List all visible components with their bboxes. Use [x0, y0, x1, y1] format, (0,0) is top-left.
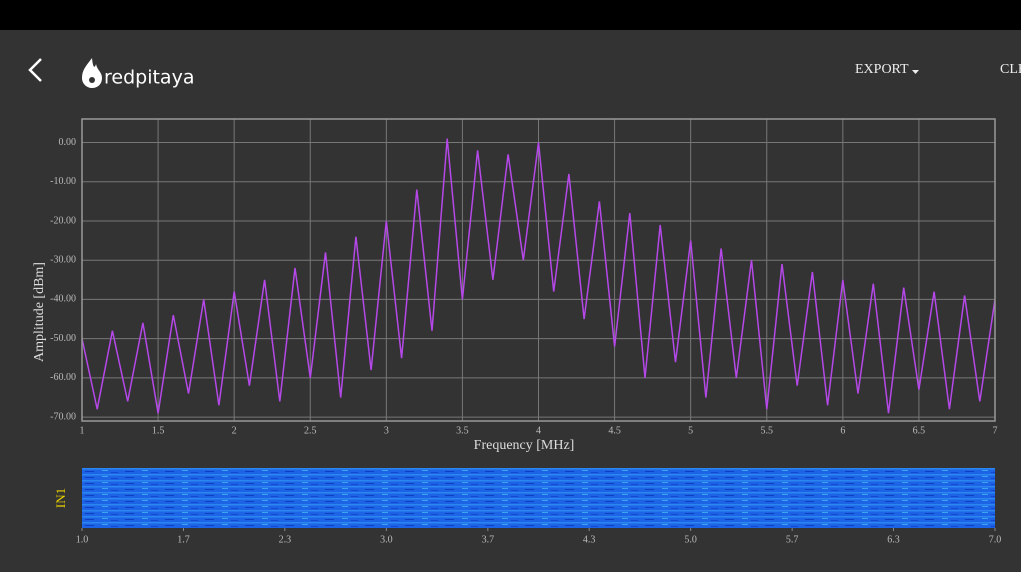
x-axis-label: Frequency [MHz] [474, 438, 575, 453]
spectrum-chart: 0.00 -10.00 -20.00 -30.00 -40.00 -50.00 -60.00… [50, 119, 998, 436]
waterfall-tick-label: 1.0 [76, 534, 89, 545]
y-axis-label: Amplitude [dBm] [32, 262, 47, 362]
y-tick-label: -20.00 [50, 215, 76, 226]
waterfall-tick-label: 4.3 [583, 534, 596, 545]
spectrum-line [82, 138, 995, 414]
x-tick-label: 7 [993, 425, 998, 436]
logo-text: redpitaya [104, 67, 194, 89]
x-tick-label: 1 [80, 425, 85, 436]
waterfall-tick-label: 1.7 [177, 534, 190, 545]
top-bar [0, 0, 1021, 30]
x-tick-label: 6 [840, 425, 845, 436]
waterfall-tick-label: 5.7 [786, 534, 799, 545]
waterfall-tick-label: 2.3 [279, 534, 292, 545]
y-tick-label: -50.00 [50, 333, 76, 344]
export-menu[interactable]: EXPORT [855, 62, 909, 77]
x-tick-label: 1.5 [152, 425, 165, 436]
x-tick-label: 5.5 [761, 425, 774, 436]
x-tick-label: 3.5 [456, 425, 469, 436]
waterfall-tick-label: 3.7 [482, 534, 495, 545]
waterfall-tick-label: 3.0 [380, 534, 393, 545]
x-tick-label: 4.5 [608, 425, 621, 436]
waterfall-tick-label: 7.0 [989, 534, 1002, 545]
x-tick-label: 2 [232, 425, 237, 436]
y-tick-label: -30.00 [50, 254, 76, 265]
waterfall-tick-label: 5.0 [684, 534, 697, 545]
x-tick-label: 3 [384, 425, 389, 436]
x-tick-label: 6.5 [913, 425, 926, 436]
x-tick-label: 5 [688, 425, 693, 436]
y-tick-label: -40.00 [50, 294, 76, 305]
plot-frame [81, 118, 996, 422]
x-tick-label: 4 [536, 425, 541, 436]
y-tick-label: -70.00 [50, 411, 76, 422]
dropdown-caret [912, 70, 919, 74]
back-button[interactable] [28, 58, 42, 82]
channel-label: IN1 [53, 488, 68, 508]
y-tick-label: 0.00 [59, 137, 77, 148]
logo: redpitaya [82, 58, 194, 89]
waterfall-tick-label: 6.3 [887, 534, 900, 545]
y-tick-label: -10.00 [50, 176, 76, 187]
clear-button[interactable]: CLEAR [1000, 62, 1021, 77]
y-tick-label: -60.00 [50, 372, 76, 383]
x-tick-label: 2.5 [304, 425, 317, 436]
waterfall [82, 468, 995, 528]
